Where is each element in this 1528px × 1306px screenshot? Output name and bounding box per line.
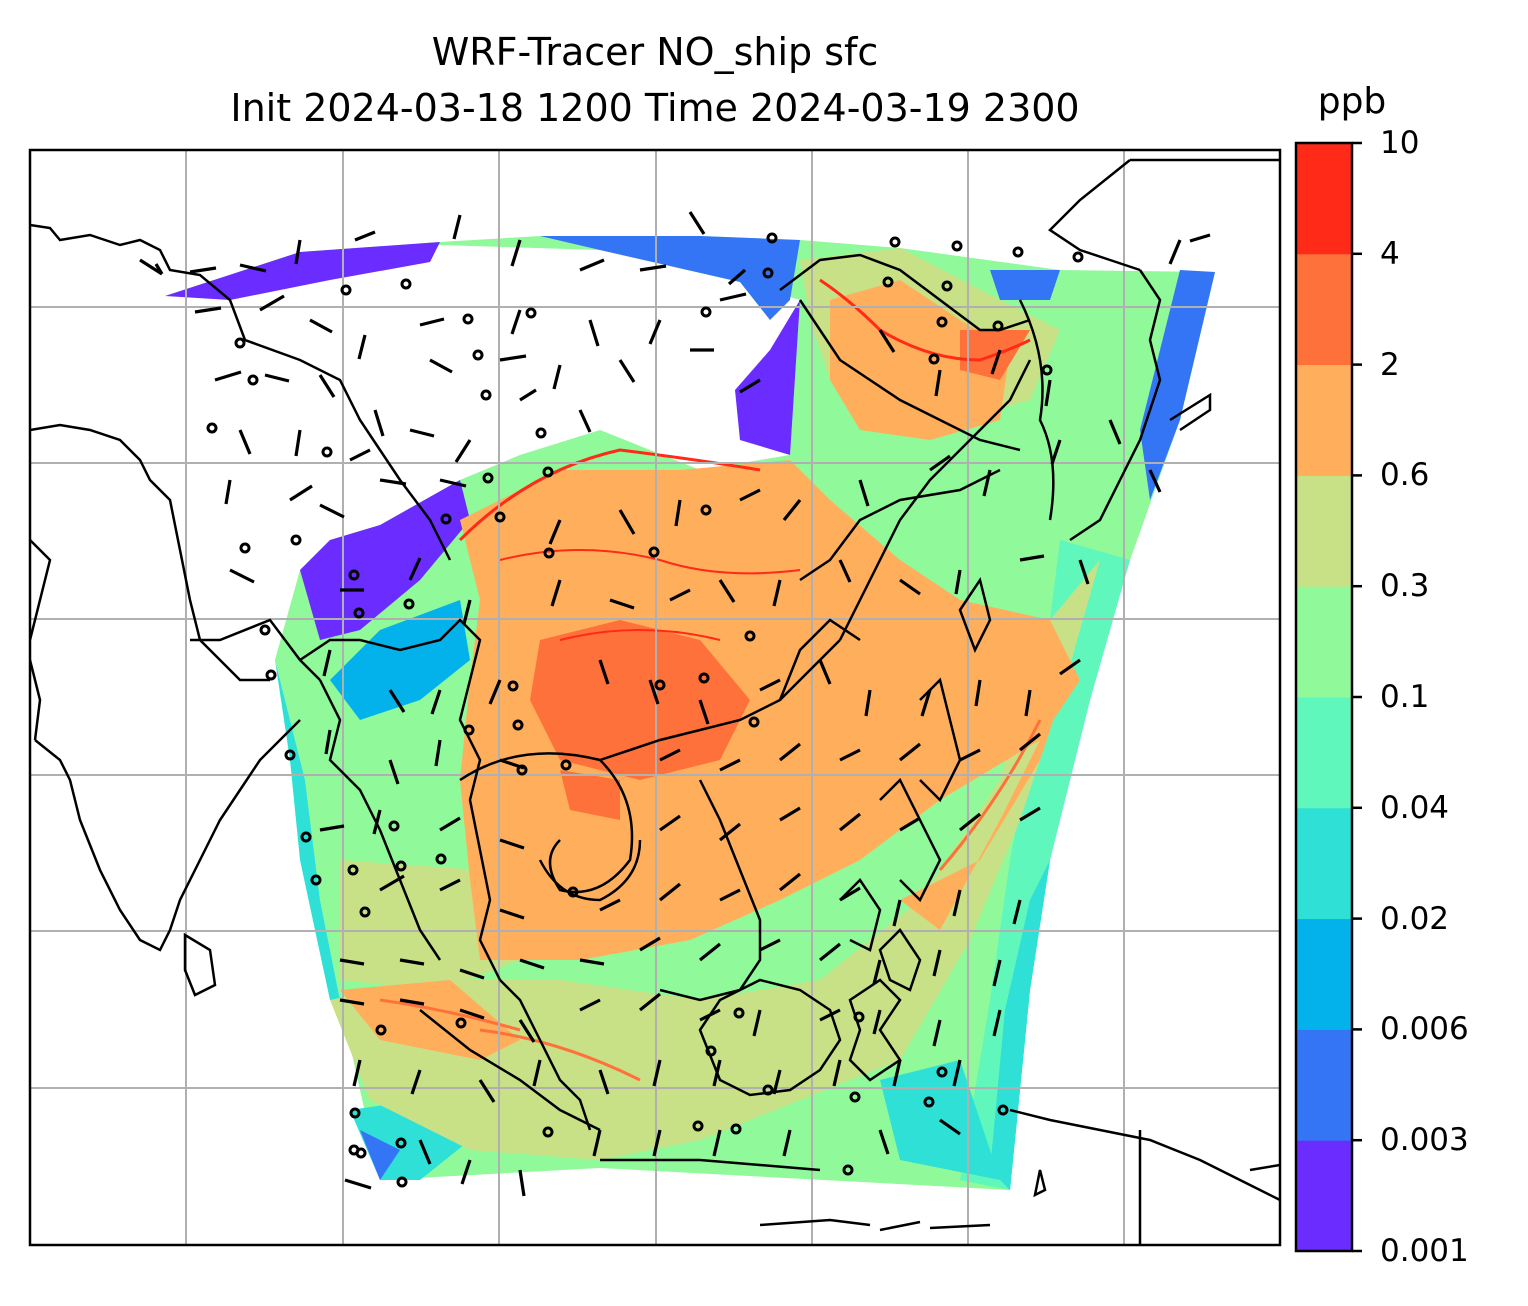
colorbar-unit-label: ppb xyxy=(1317,81,1387,122)
colorbar-tick-label: 0.02 xyxy=(1380,900,1450,937)
colorbar-tick-label: 0.04 xyxy=(1380,789,1450,826)
colorbar-segment xyxy=(1296,918,1352,1030)
colorbar-segment xyxy=(1296,807,1352,920)
colorbar-tick-label: 4 xyxy=(1380,235,1400,272)
colorbar-segment xyxy=(1296,143,1352,255)
map-title-line2: Init 2024-03-18 1200 Time 2024-03-19 230… xyxy=(230,86,1080,130)
concentration-field xyxy=(30,150,1280,1245)
colorbar-tick-label: 0.1 xyxy=(1380,679,1430,715)
colorbar xyxy=(1294,141,1362,1253)
colorbar-segment xyxy=(1296,253,1352,366)
colorbar-tick-label: 10 xyxy=(1380,125,1420,161)
colorbar-tick-label: 0.3 xyxy=(1380,568,1430,605)
map-gridlines xyxy=(30,150,1280,1245)
colorbar-segment xyxy=(1296,1029,1352,1141)
coastlines xyxy=(30,158,1280,1245)
colorbar-segment xyxy=(1296,364,1352,476)
colorbar-segment xyxy=(1296,475,1352,587)
colorbar-segment xyxy=(1296,586,1352,698)
colorbar-tick-label: 0.003 xyxy=(1380,1122,1469,1159)
colorbar-tick-label: 0.001 xyxy=(1380,1233,1469,1269)
colorbar-segment xyxy=(1296,697,1352,809)
wind-barbs xyxy=(139,211,1211,1197)
colorbar-segment xyxy=(1296,1140,1352,1252)
colorbar-tick-label: 0.006 xyxy=(1380,1011,1469,1048)
map-title-line1: WRF-Tracer NO_ship sfc xyxy=(431,30,879,74)
colorbar-tick-label: 2 xyxy=(1380,346,1400,383)
map-frame-border xyxy=(28,148,1282,1247)
calm-wind-markers xyxy=(206,232,1084,1188)
colorbar-tick-label: 0.6 xyxy=(1380,457,1430,494)
